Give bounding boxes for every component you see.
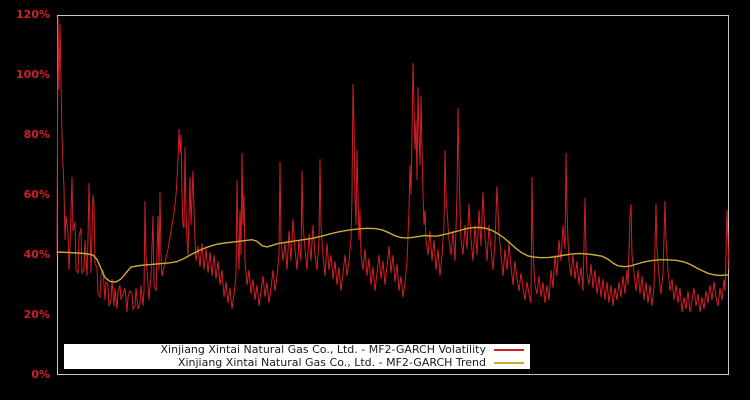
legend-line-sample-trend [494,362,524,364]
y-axis-tick-label: 80% [23,128,50,141]
legend-row-trend: Xinjiang Xintai Natural Gas Co., Ltd. - … [64,357,526,369]
y-axis-tick-label: 100% [16,68,50,81]
y-axis-tick-label: 120% [16,8,50,21]
y-axis-tick-label: 40% [23,248,50,261]
legend-label-volatility: Xinjiang Xintai Natural Gas Co., Ltd. - … [160,343,486,356]
y-axis-tick-label: 0% [31,368,50,381]
legend-box: Xinjiang Xintai Natural Gas Co., Ltd. - … [64,344,530,369]
plot-border [57,15,729,375]
volatility-line [56,17,730,313]
trend-line [56,226,730,283]
legend-line-sample-volatility [494,349,524,351]
y-axis-tick-label: 60% [23,188,50,201]
y-axis-tick-label: 20% [23,308,50,321]
legend-label-trend: Xinjiang Xintai Natural Gas Co., Ltd. - … [177,356,486,369]
legend-row-volatility: Xinjiang Xintai Natural Gas Co., Ltd. - … [64,344,526,356]
